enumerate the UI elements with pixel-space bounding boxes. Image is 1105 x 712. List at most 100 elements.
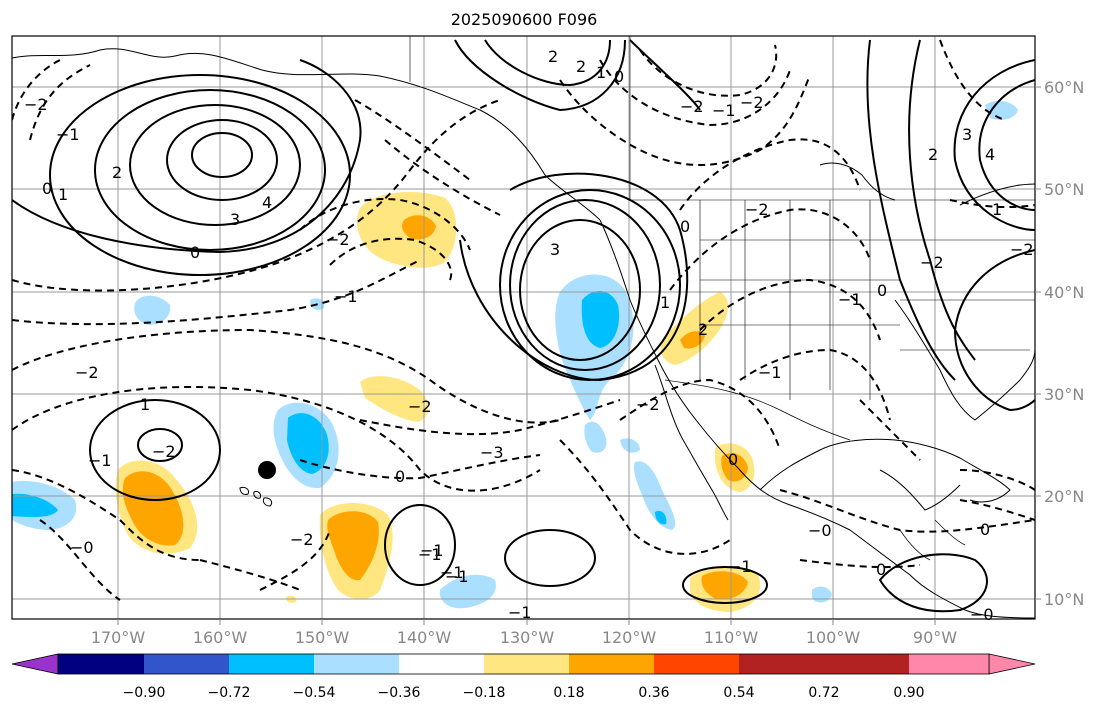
contour-label: −1 bbox=[728, 557, 752, 576]
contour-label: 0 bbox=[728, 450, 738, 469]
positive-anomaly-region bbox=[360, 376, 429, 422]
lon-label: 160°W bbox=[193, 628, 248, 647]
negative-anomaly-region bbox=[439, 574, 496, 609]
contour-label: 3 bbox=[230, 210, 240, 229]
strong-positive-region bbox=[402, 215, 436, 240]
lon-label: 100°W bbox=[806, 628, 861, 647]
contour-label: −1 bbox=[758, 363, 782, 382]
contour-label: 0 bbox=[877, 281, 887, 300]
lon-label: 90°W bbox=[913, 628, 957, 647]
strong-positive-region bbox=[701, 571, 748, 600]
contour-label: −2 bbox=[152, 442, 176, 461]
colorbar-bin bbox=[314, 654, 399, 674]
negative-anomaly-region bbox=[985, 100, 1018, 120]
colorbar-bin bbox=[569, 654, 654, 674]
lon-label: 130°W bbox=[500, 628, 555, 647]
colorbar bbox=[11, 653, 1036, 675]
contour-label: 1 bbox=[596, 63, 606, 82]
contour-label: −1 bbox=[508, 603, 532, 622]
positive-contours bbox=[12, 39, 1035, 613]
colorbar-outline bbox=[57, 653, 990, 675]
negative-contours bbox=[12, 39, 1035, 601]
lon-label: 110°W bbox=[704, 628, 759, 647]
contour-label: 0 bbox=[680, 217, 690, 236]
strong-negative-region bbox=[581, 290, 620, 348]
contour-label: −1 bbox=[838, 290, 862, 309]
strong-negative-region bbox=[287, 413, 329, 474]
lat-label: 30°N bbox=[1044, 385, 1084, 404]
lat-label: 50°N bbox=[1044, 180, 1084, 199]
contour-label: −2 bbox=[75, 363, 99, 382]
lon-label: 170°W bbox=[91, 628, 146, 647]
contour-label: −1 bbox=[334, 287, 358, 306]
lon-label: 140°W bbox=[397, 628, 452, 647]
country-borders bbox=[664, 379, 966, 561]
contour-label: 1 bbox=[992, 200, 1002, 219]
contour-label: 2 bbox=[928, 145, 938, 164]
contour-label: 0 bbox=[980, 520, 990, 539]
contour-label: −1 bbox=[418, 545, 442, 564]
contour-label: −2 bbox=[920, 253, 944, 272]
colorbar-bin bbox=[484, 654, 569, 674]
contour-label: 0 bbox=[614, 67, 624, 86]
contour-label-group: 2 2 1 0 0 4 3 2 1 0 −2 −1 −2 −1 −2 −2 −3… bbox=[24, 47, 1034, 624]
negative-anomaly-region bbox=[134, 295, 171, 325]
colorbar-tick-label: 0.36 bbox=[638, 685, 669, 701]
map-title: 2025090600 F096 bbox=[450, 10, 598, 29]
strong-positive-region bbox=[680, 331, 705, 349]
contour-label: −1 bbox=[420, 541, 444, 560]
colorbar-right-extend bbox=[988, 653, 1036, 675]
colorbar-left-extend bbox=[11, 653, 59, 675]
contour-label: −2 bbox=[290, 530, 314, 549]
contour-label: 2 bbox=[698, 320, 708, 339]
contour-label: 0 bbox=[395, 467, 405, 486]
lon-ticks bbox=[117, 619, 936, 625]
lat-label: 10°N bbox=[1044, 590, 1084, 609]
contour-label: 0 bbox=[876, 560, 886, 579]
lat-ticks bbox=[1035, 86, 1041, 600]
contour-label: 3 bbox=[550, 240, 560, 259]
colorbar-bin bbox=[739, 654, 824, 674]
strong-positive-region bbox=[721, 453, 748, 482]
colorbar-tick-label: −0.18 bbox=[463, 685, 506, 701]
contour-label: −2 bbox=[1010, 240, 1034, 259]
contour-label: −0 bbox=[70, 538, 94, 557]
contour-label: 2 bbox=[548, 47, 558, 66]
contour-label: 0 bbox=[190, 243, 200, 262]
contour-label: −1 bbox=[712, 101, 736, 120]
contour-label: −0 bbox=[970, 605, 994, 624]
coastlines bbox=[12, 48, 1035, 619]
strong-negative-region bbox=[12, 493, 58, 518]
strong-positive-region bbox=[327, 511, 379, 581]
contour-label: −2 bbox=[636, 395, 660, 414]
colorbar-tick-label: −0.90 bbox=[123, 685, 166, 701]
contour-label: −2 bbox=[680, 97, 704, 116]
colorbar-tick-labels: −0.90 −0.72 −0.54 −0.36 −0.18 0.18 0.36 … bbox=[123, 685, 925, 701]
contour-label: −2 bbox=[326, 230, 350, 249]
strong-positive-region bbox=[122, 471, 184, 546]
lat-label: 40°N bbox=[1044, 283, 1084, 302]
colorbar-bin bbox=[654, 654, 739, 674]
colorbar-tick-label: −0.54 bbox=[293, 685, 336, 701]
contour-label: −1 bbox=[88, 451, 112, 470]
contour-label: 1 bbox=[660, 293, 670, 312]
contour-label: 2 bbox=[576, 57, 586, 76]
contour-label: −1 bbox=[440, 563, 464, 582]
colorbar-tick-label: 0.72 bbox=[808, 685, 839, 701]
contour-label: −2 bbox=[745, 200, 769, 219]
contour-label: −0 bbox=[808, 521, 832, 540]
contour-label: 4 bbox=[262, 193, 272, 212]
contour-label: 1 bbox=[58, 185, 68, 204]
contour-label: 2 bbox=[112, 163, 122, 182]
contour-label: 1 bbox=[140, 395, 150, 414]
contour-label: −2 bbox=[24, 95, 48, 114]
contour-label: 3 bbox=[962, 125, 972, 144]
colorbar-tick-label: −0.72 bbox=[208, 685, 251, 701]
contour-label: −1 bbox=[445, 567, 469, 586]
lon-label: 150°W bbox=[295, 628, 350, 647]
contour-label: −2 bbox=[740, 93, 764, 112]
colorbar-bin bbox=[229, 654, 314, 674]
contour-label: 0 bbox=[42, 179, 52, 198]
contour-label: −2 bbox=[408, 397, 432, 416]
